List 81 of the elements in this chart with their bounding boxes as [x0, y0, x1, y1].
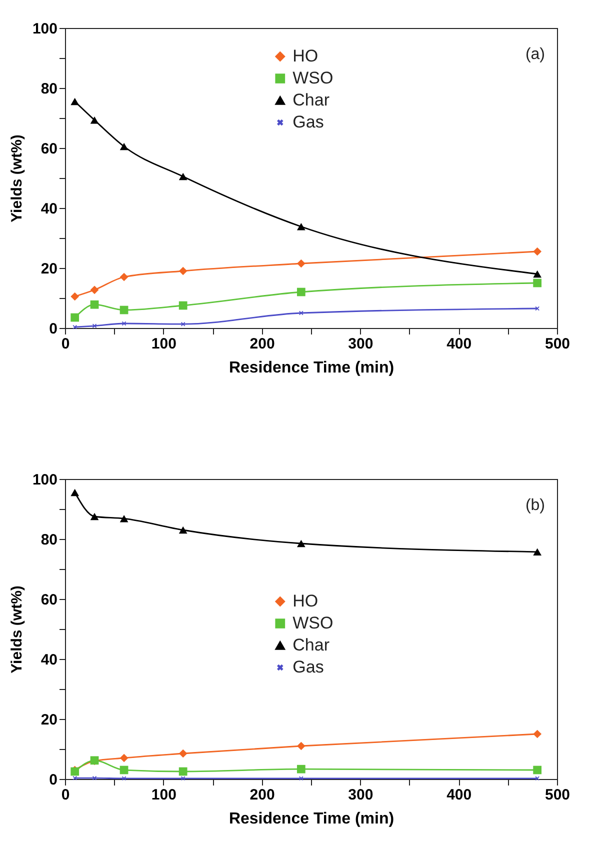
point	[296, 742, 306, 750]
point	[90, 512, 99, 520]
point	[296, 540, 306, 548]
legend-label: WSO	[292, 68, 334, 88]
x-tick-label: 100	[151, 336, 176, 352]
point	[120, 142, 128, 150]
point	[533, 278, 542, 288]
point	[178, 266, 188, 276]
y-tick-label: 60	[40, 592, 58, 608]
point	[178, 767, 188, 776]
x-tick-label: 0	[61, 786, 70, 804]
legend-label: Char	[292, 90, 330, 110]
legend-label: Gas	[292, 112, 324, 132]
point	[120, 766, 128, 774]
point	[92, 776, 97, 780]
point	[72, 776, 77, 780]
annotation: (b)	[525, 497, 545, 514]
point	[120, 514, 128, 522]
legend-label: WSO	[292, 614, 334, 632]
x-axis-title: Residence Time (min)	[228, 360, 394, 376]
line-series	[72, 306, 540, 330]
legend-label: Char	[292, 636, 330, 654]
legend-label: HO	[292, 46, 318, 66]
point	[120, 754, 128, 762]
point	[296, 259, 306, 268]
point	[90, 300, 99, 309]
point	[70, 292, 80, 301]
x-tick-label: 200	[250, 336, 275, 352]
point	[178, 749, 188, 758]
x-tick-label: 400	[446, 336, 472, 352]
point	[178, 526, 188, 534]
x-tick-label: 100	[151, 786, 176, 804]
point	[533, 270, 542, 278]
y-tick-label: 60	[40, 140, 58, 158]
point	[533, 766, 542, 774]
y-tick-label: 80	[40, 532, 58, 548]
point	[299, 776, 304, 780]
point	[122, 321, 126, 326]
x-tick-label: 200	[250, 786, 275, 804]
y-tick-label: 0	[49, 772, 58, 788]
x-axis-title: Residence Time (min)	[228, 810, 394, 828]
point	[180, 776, 186, 780]
y-tick-label: 20	[40, 260, 58, 278]
point	[70, 488, 80, 496]
point	[296, 764, 306, 774]
point	[122, 776, 126, 780]
point	[180, 322, 186, 326]
point	[70, 313, 80, 322]
y-tick-label: 0	[49, 320, 58, 338]
point	[178, 172, 188, 180]
point	[120, 272, 128, 282]
y-axis-title: Yields (wt%)	[8, 586, 26, 674]
point	[533, 247, 542, 256]
y-axis-title: Yields (wt%)	[8, 134, 26, 222]
y-tick-label: 40	[40, 652, 58, 668]
y-tick-label: 100	[32, 20, 58, 38]
annotation: (a)	[525, 46, 545, 63]
y-tick-label: 20	[40, 712, 58, 728]
point	[296, 222, 306, 230]
x-tick-label: 300	[348, 786, 374, 804]
point	[178, 301, 188, 310]
x-tick-label: 500	[544, 336, 570, 352]
point	[72, 325, 77, 330]
x-tick-label: 500	[544, 786, 570, 804]
point	[535, 776, 540, 780]
point	[296, 288, 306, 296]
point	[70, 98, 80, 106]
point	[92, 324, 97, 328]
point	[120, 306, 128, 314]
point	[90, 116, 99, 124]
x-tick-label: 400	[446, 786, 472, 804]
point	[90, 286, 99, 294]
point	[533, 548, 542, 556]
y-tick-label: 100	[32, 472, 58, 488]
x-tick-label: 300	[348, 336, 374, 352]
legend-label: Gas	[292, 658, 324, 676]
y-tick-label: 80	[40, 80, 58, 98]
point	[533, 730, 542, 738]
x-tick-label: 0	[61, 336, 70, 352]
legend-label: HO	[292, 592, 318, 610]
y-tick-label: 40	[40, 200, 58, 218]
